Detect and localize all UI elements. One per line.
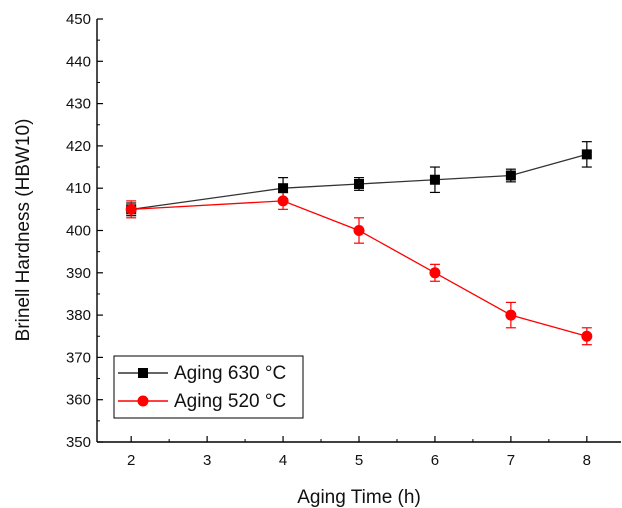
series-520-point (505, 309, 517, 321)
series-520-point (125, 203, 137, 215)
series-520-point (277, 195, 289, 207)
series-630-point (581, 149, 592, 160)
x-tick-label: 4 (279, 452, 287, 469)
x-tick-label: 3 (203, 452, 211, 469)
y-tick-label: 450 (66, 11, 91, 28)
x-tick-label: 6 (431, 452, 439, 469)
plot-marks (125, 141, 593, 346)
x-tick-label: 7 (507, 452, 515, 469)
axes: 350 360 370 380 390 400 410 420 430 440 450 2 3 4 5 6 7 8 (66, 11, 621, 469)
series-630-point (354, 178, 364, 189)
y-tick-label: 350 (66, 434, 91, 451)
x-tick-label: 2 (127, 452, 135, 469)
series-630-line (131, 153, 588, 210)
legend-series-520-label: Aging 520 °C (174, 391, 286, 412)
y-tick-label: 380 (66, 307, 91, 324)
legend: Aging 630 °C Aging 520 °C (113, 355, 304, 419)
x-tick-label: 5 (355, 452, 363, 469)
legend-series-630-marker (138, 368, 148, 378)
legend-series-630-label: Aging 630 °C (174, 363, 286, 384)
y-tick-label: 440 (66, 53, 91, 70)
series-630-point (429, 174, 440, 185)
series-520-point (429, 267, 441, 279)
legend-box (113, 355, 304, 419)
series-520-line (131, 200, 588, 337)
series-520-point (353, 225, 365, 236)
x-tick-label: 8 (583, 452, 591, 469)
y-tick-label: 390 (66, 265, 91, 282)
series-520-point (581, 330, 593, 342)
y-axis-label: Brinell Hardness (HBW10) (13, 119, 34, 342)
y-tick-label: 430 (66, 96, 91, 113)
y-tick-label: 360 (66, 392, 91, 409)
y-tick-label: 420 (66, 138, 91, 155)
x-axis-label: Aging Time (h) (297, 487, 421, 508)
legend-series-520-marker (137, 395, 149, 407)
y-tick-label: 410 (66, 180, 91, 197)
y-tick-label: 370 (66, 349, 91, 366)
series-630-point (278, 183, 289, 194)
y-tick-label: 400 (66, 223, 91, 240)
series-630-point (505, 170, 516, 181)
